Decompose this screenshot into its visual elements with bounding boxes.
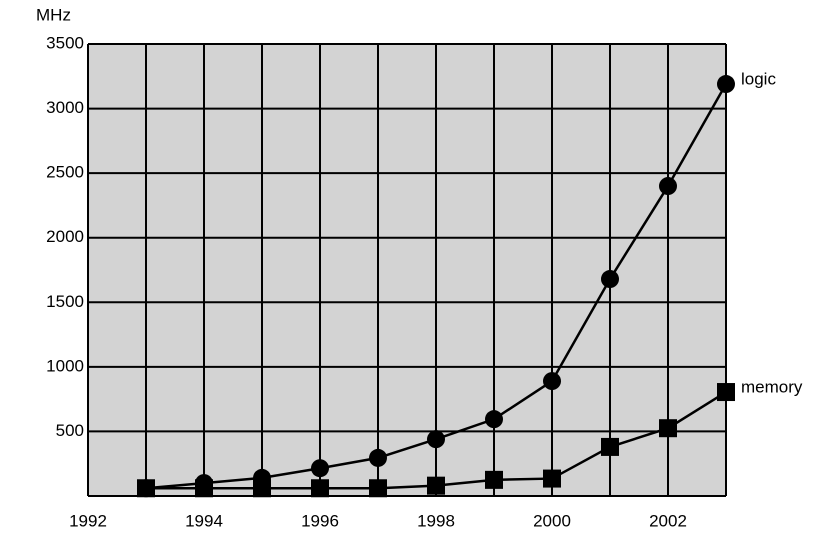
marker xyxy=(717,383,735,402)
marker xyxy=(485,410,503,429)
x-tick-label: 1994 xyxy=(185,511,223,530)
marker xyxy=(137,479,155,498)
marker xyxy=(485,470,503,489)
y-tick-label: 3000 xyxy=(46,98,84,117)
marker xyxy=(195,479,213,498)
marker xyxy=(369,479,387,498)
legend-label: logic xyxy=(741,70,776,89)
x-tick-label: 1996 xyxy=(301,511,339,530)
y-tick-label: 2500 xyxy=(46,163,84,182)
y-tick-label: 1000 xyxy=(46,356,84,375)
marker xyxy=(659,419,677,438)
marker xyxy=(369,448,387,467)
y-tick-label: 2000 xyxy=(46,227,84,246)
marker xyxy=(427,476,445,495)
plot-area xyxy=(88,44,726,496)
marker xyxy=(543,372,561,391)
y-tick-label: 3500 xyxy=(46,33,84,52)
marker xyxy=(427,430,445,449)
marker xyxy=(717,75,735,94)
marker xyxy=(311,459,329,478)
x-tick-label: 1998 xyxy=(417,511,455,530)
marker xyxy=(311,479,329,498)
x-tick-label: 2000 xyxy=(533,511,571,530)
marker xyxy=(543,469,561,488)
y-tick-label: 500 xyxy=(56,421,84,440)
y-axis-label: MHz xyxy=(36,5,71,24)
x-tick-label: 1992 xyxy=(69,511,107,530)
y-tick-label: 1500 xyxy=(46,292,84,311)
marker xyxy=(253,479,271,498)
x-tick-label: 2002 xyxy=(649,511,687,530)
marker xyxy=(659,177,677,196)
marker xyxy=(601,437,619,456)
legend-label: memory xyxy=(741,378,803,397)
marker xyxy=(601,270,619,289)
